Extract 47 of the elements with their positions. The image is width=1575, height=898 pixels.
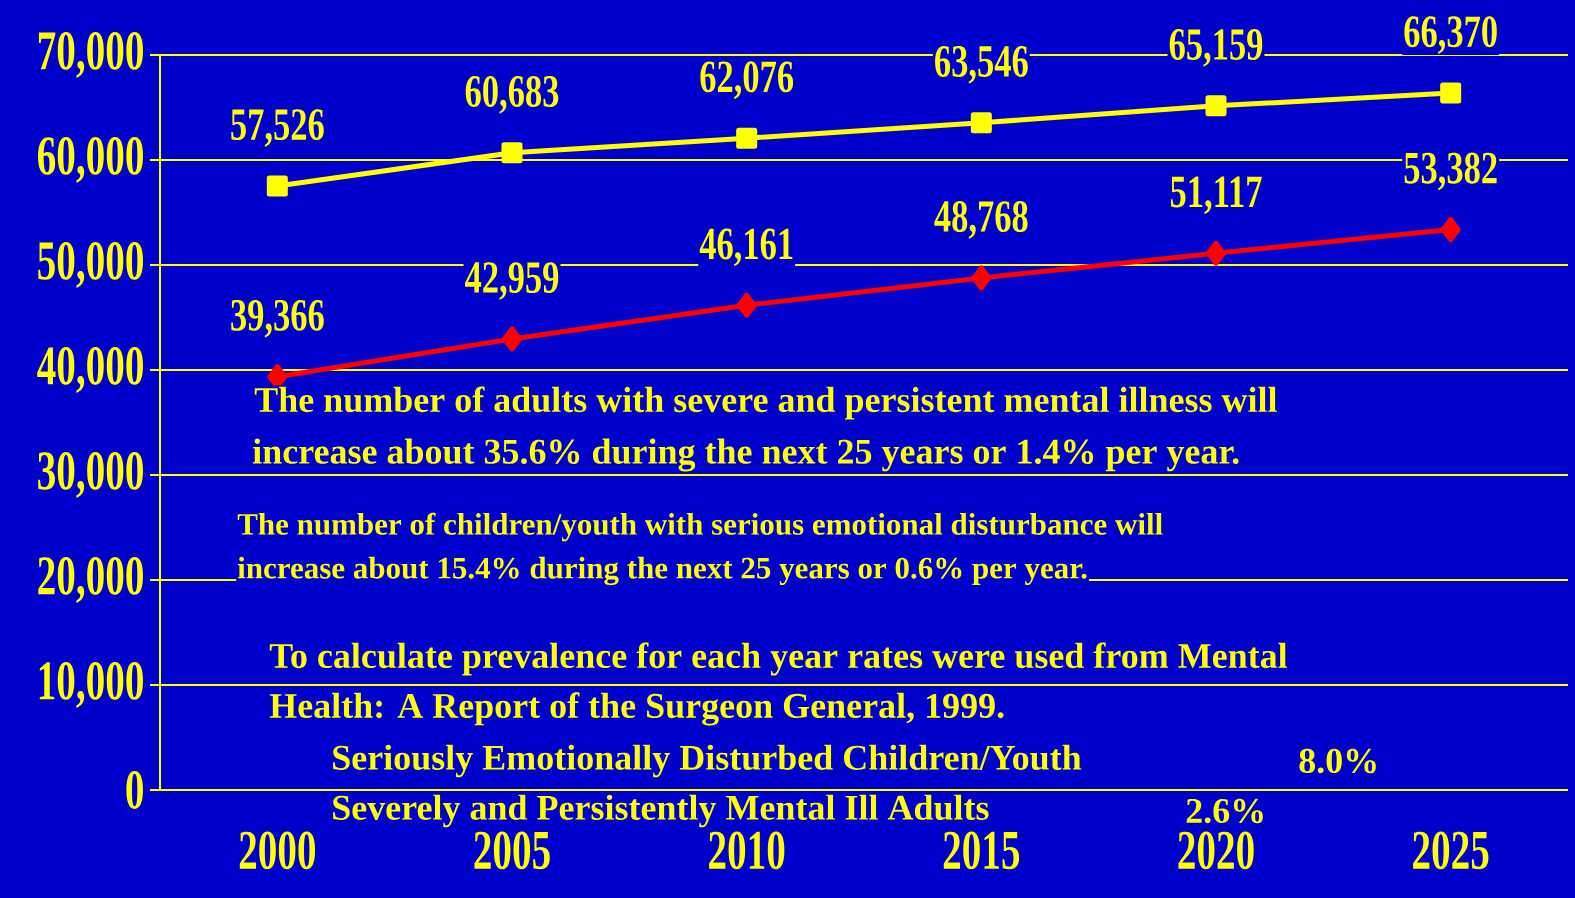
point bbox=[1440, 82, 1462, 104]
x-tick-label: 2015 bbox=[943, 831, 1020, 870]
data-label: 42,959 bbox=[465, 262, 559, 300]
y-tick-label: 40,000 bbox=[37, 347, 143, 393]
data-label: 46,161 bbox=[699, 228, 793, 267]
y-tick-label: 60,000 bbox=[38, 137, 143, 183]
data-label: 60,683 bbox=[465, 75, 559, 114]
y-tick-label: 30,000 bbox=[38, 452, 143, 498]
y-tick-label: 50,000 bbox=[38, 242, 143, 288]
data-label: 66,370 bbox=[1404, 16, 1497, 54]
x-tick-label: 2000 bbox=[239, 831, 316, 870]
data-label: 53,382 bbox=[1404, 152, 1497, 191]
point bbox=[736, 127, 758, 149]
y-tick-label: 0 bbox=[126, 771, 143, 809]
text: 2.6% bbox=[1186, 798, 1263, 824]
point bbox=[502, 326, 522, 352]
annotation: increase about 35.6% during the next 25 years or 1.4% per year. bbox=[252, 438, 1239, 472]
annotation: 8.0% bbox=[1299, 748, 1376, 774]
data-label: 39,366 bbox=[231, 299, 324, 338]
text: Severely and Persistently Mental Ill Adults bbox=[333, 794, 989, 828]
data-label: 62,076 bbox=[700, 61, 794, 100]
data-label: 63,546 bbox=[935, 45, 1028, 84]
annotation: The number of children/youth with serious emotional disturbance will bbox=[237, 512, 1163, 542]
data-label: 48,768 bbox=[934, 201, 1028, 239]
y-tick-label: 10,000 bbox=[39, 662, 143, 708]
data-label: 65,159 bbox=[1169, 29, 1263, 67]
annotation: Health: A Report of the Surgeon General, 1999. bbox=[269, 692, 1004, 726]
point bbox=[1205, 95, 1227, 117]
x-tick-label: 2020 bbox=[1178, 831, 1254, 870]
annotation: increase about 15.4% during the next 25 years or 0.6% per year. bbox=[237, 556, 1087, 586]
annotation: To calculate prevalence for each year rates were used from Mental bbox=[269, 642, 1288, 676]
point bbox=[970, 112, 992, 134]
annotation: Seriously Emotionally Disturbed Children/Youth bbox=[333, 744, 1082, 778]
point bbox=[736, 292, 757, 318]
x-tick-label: 2025 bbox=[1413, 831, 1489, 870]
point bbox=[1440, 216, 1461, 242]
y-tick-label: 20,000 bbox=[38, 557, 143, 603]
point bbox=[971, 265, 992, 291]
point bbox=[266, 175, 288, 197]
data-label: 51,117 bbox=[1170, 176, 1262, 215]
point bbox=[1206, 240, 1226, 266]
annotation: The number of adults with severe and persistent mental illness will bbox=[254, 386, 1277, 420]
x-tick-label: 2010 bbox=[709, 831, 785, 870]
x-tick-label: 2005 bbox=[474, 831, 550, 870]
y-tick-label: 70,000 bbox=[38, 32, 143, 78]
data-label: 57,526 bbox=[231, 109, 324, 147]
point bbox=[501, 142, 523, 164]
